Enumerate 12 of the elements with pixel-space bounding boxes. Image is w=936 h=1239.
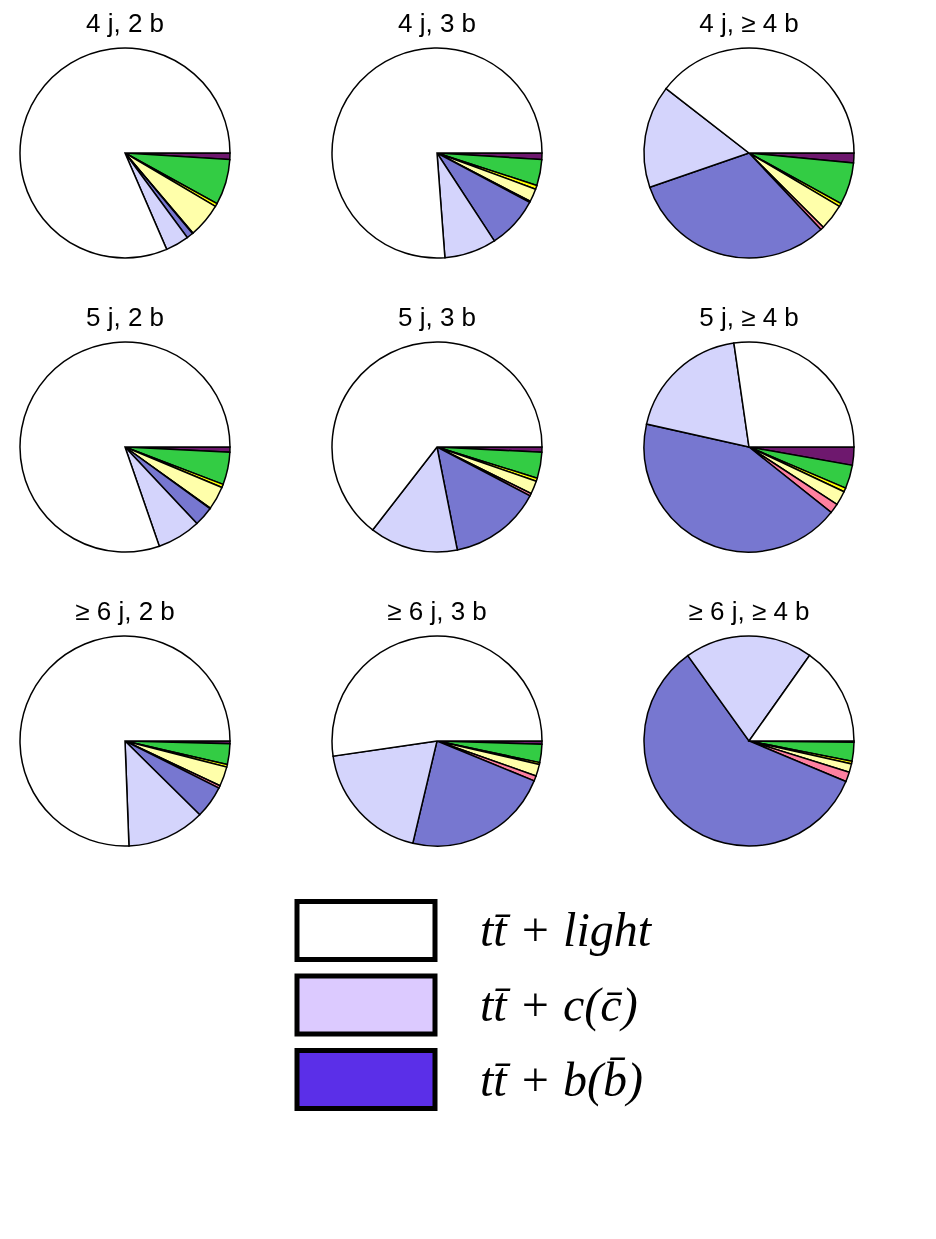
chart-title: ≥ 6 j, 3 b (387, 596, 487, 626)
category-label: tt̄ + b(b̄) (480, 1052, 644, 1107)
chart-title: 5 j, ≥ 4 b (699, 302, 799, 332)
chart-title: ≥ 6 j, 2 b (75, 596, 175, 626)
chart-title: ≥ 6 j, ≥ 4 b (688, 596, 810, 626)
chart-title: 5 j, 3 b (397, 302, 477, 332)
chart-title: 4 j, 3 b (397, 8, 477, 38)
chart-title: 4 j, ≥ 4 b (699, 8, 799, 38)
chart-title: 5 j, 2 b (85, 302, 165, 332)
category-label: tt̄ + c(c̄) (480, 978, 638, 1032)
category-label: tt̄ + light (480, 903, 653, 957)
chart-title: 4 j, 2 b (85, 8, 165, 38)
